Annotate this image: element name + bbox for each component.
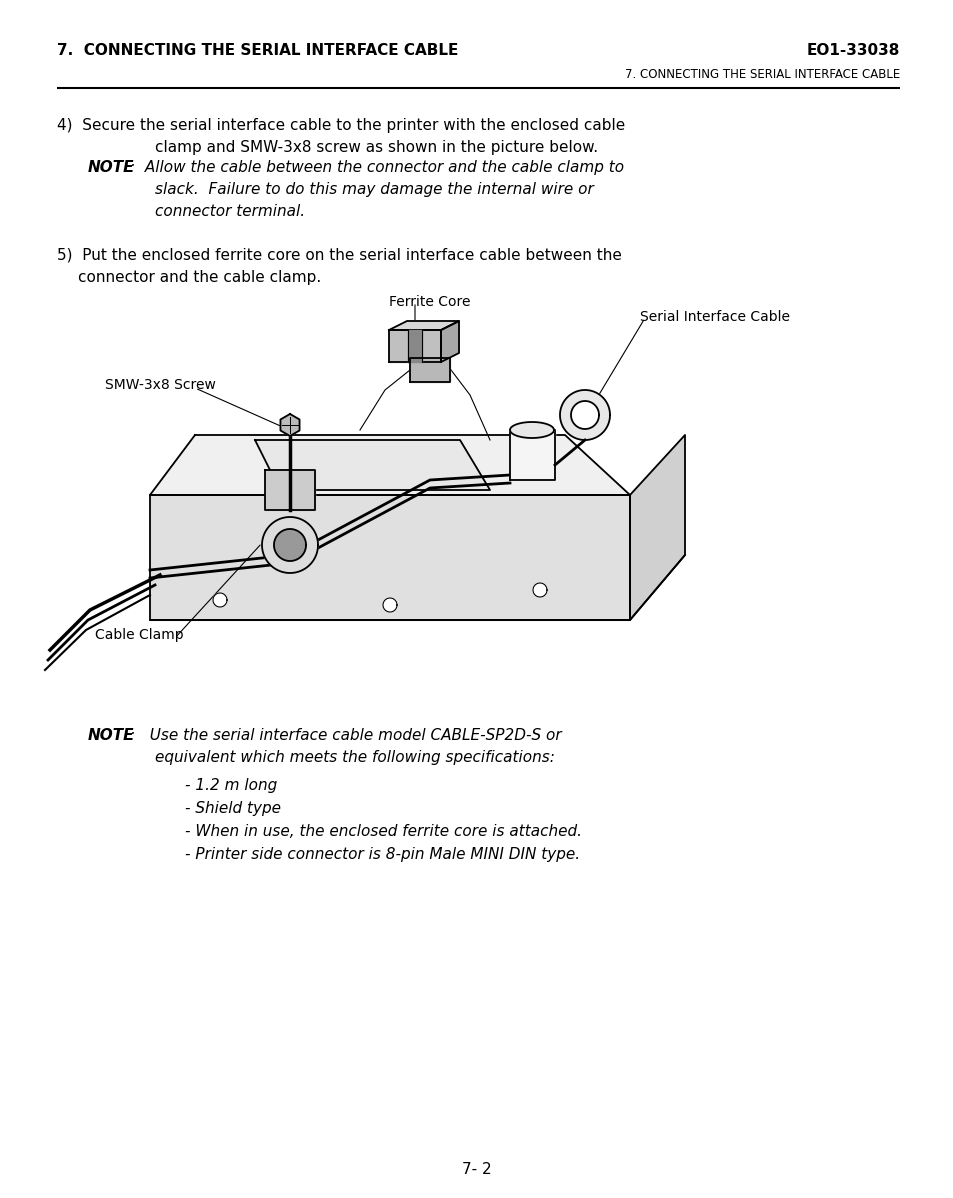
Text: equivalent which meets the following specifications:: equivalent which meets the following spe… <box>154 750 555 766</box>
Text: - 1.2 m long: - 1.2 m long <box>185 778 277 793</box>
Polygon shape <box>629 435 684 621</box>
Circle shape <box>213 593 227 607</box>
Text: clamp and SMW-3x8 screw as shown in the picture below.: clamp and SMW-3x8 screw as shown in the … <box>154 140 598 155</box>
Circle shape <box>533 583 546 597</box>
Text: SMW-3x8 Screw: SMW-3x8 Screw <box>105 379 215 392</box>
Text: Cable Clamp: Cable Clamp <box>95 628 183 642</box>
Polygon shape <box>440 321 458 362</box>
Polygon shape <box>571 401 598 429</box>
Polygon shape <box>265 470 314 510</box>
Text: - Shield type: - Shield type <box>185 801 281 816</box>
Polygon shape <box>150 495 629 621</box>
Polygon shape <box>389 329 440 362</box>
Text: connector and the cable clamp.: connector and the cable clamp. <box>78 270 321 285</box>
Text: - When in use, the enclosed ferrite core is attached.: - When in use, the enclosed ferrite core… <box>185 824 581 839</box>
Text: 7. CONNECTING THE SERIAL INTERFACE CABLE: 7. CONNECTING THE SERIAL INTERFACE CABLE <box>624 68 899 81</box>
Polygon shape <box>510 430 555 480</box>
Text: NOTE: NOTE <box>88 728 134 743</box>
Polygon shape <box>262 518 317 573</box>
Text: - Printer side connector is 8-pin Male MINI DIN type.: - Printer side connector is 8-pin Male M… <box>185 847 579 863</box>
Polygon shape <box>280 415 299 436</box>
Polygon shape <box>389 321 458 329</box>
Polygon shape <box>254 440 490 490</box>
Text: 7- 2: 7- 2 <box>461 1162 492 1176</box>
Text: 4)  Secure the serial interface cable to the printer with the enclosed cable: 4) Secure the serial interface cable to … <box>57 117 624 133</box>
Polygon shape <box>559 391 609 440</box>
Polygon shape <box>410 358 450 382</box>
Text: EO1-33038: EO1-33038 <box>806 43 899 58</box>
Polygon shape <box>510 422 554 438</box>
Text: 7.  CONNECTING THE SERIAL INTERFACE CABLE: 7. CONNECTING THE SERIAL INTERFACE CABLE <box>57 43 457 58</box>
Text: :   Use the serial interface cable model CABLE-SP2D-S or: : Use the serial interface cable model C… <box>130 728 561 743</box>
Text: Ferrite Core: Ferrite Core <box>389 295 470 309</box>
Circle shape <box>382 598 396 612</box>
Text: 5)  Put the enclosed ferrite core on the serial interface cable between the: 5) Put the enclosed ferrite core on the … <box>57 248 621 264</box>
Text: Serial Interface Cable: Serial Interface Cable <box>639 310 789 323</box>
Text: slack.  Failure to do this may damage the internal wire or: slack. Failure to do this may damage the… <box>154 182 593 196</box>
Polygon shape <box>150 435 629 495</box>
Text: NOTE: NOTE <box>88 161 134 175</box>
Text: :  Allow the cable between the connector and the cable clamp to: : Allow the cable between the connector … <box>130 161 623 175</box>
Text: connector terminal.: connector terminal. <box>154 204 305 219</box>
Polygon shape <box>274 530 306 561</box>
Polygon shape <box>408 329 421 362</box>
